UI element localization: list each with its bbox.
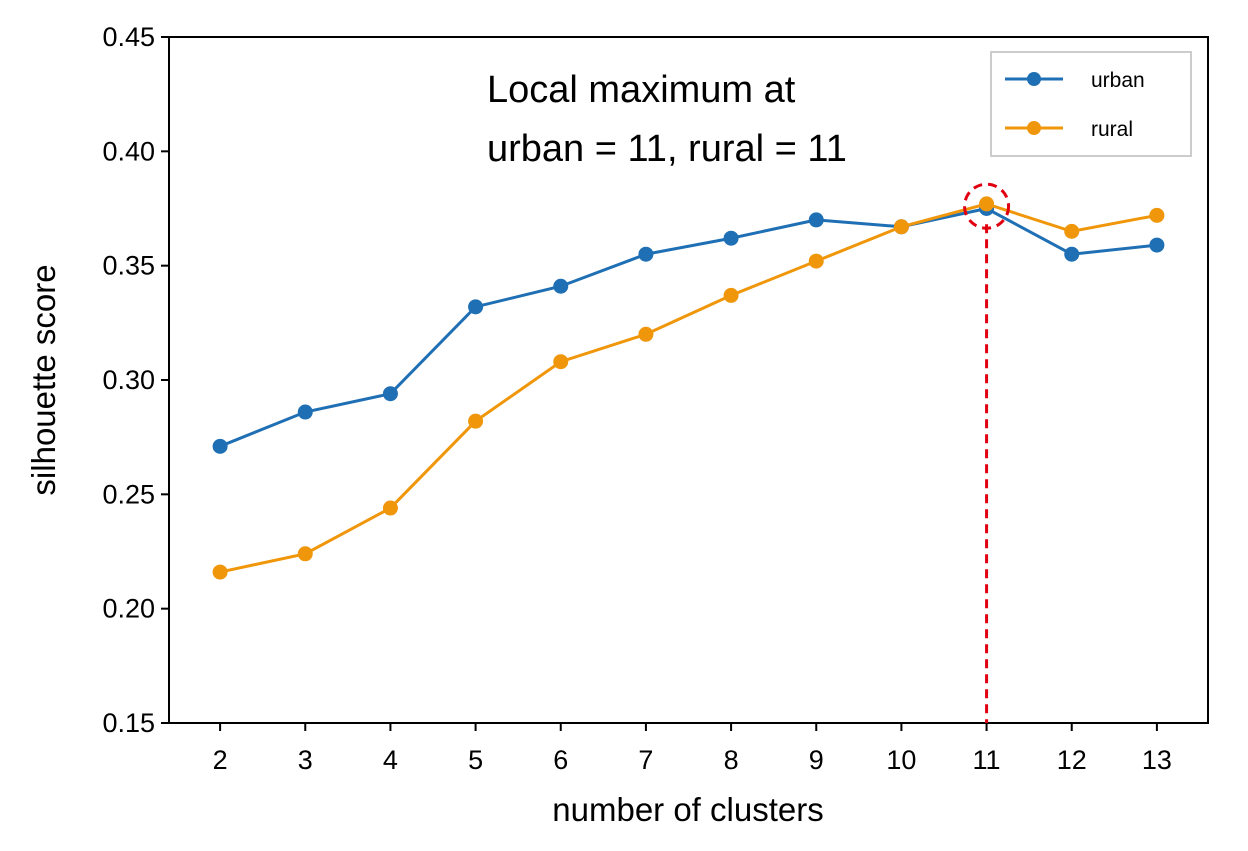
x-tick-label: 4 (383, 745, 398, 775)
series-line-rural (219, 202, 1158, 574)
data-point-rural (893, 219, 909, 235)
legend-urban-marker (1027, 72, 1041, 86)
x-tick-label: 2 (213, 745, 228, 775)
x-tick-label: 13 (1142, 745, 1172, 775)
x-tick-label: 5 (468, 745, 483, 775)
data-point-rural (468, 413, 484, 429)
y-tick-label: 0.40 (102, 136, 155, 166)
data-point-rural (638, 326, 654, 342)
data-point-urban (1149, 237, 1165, 253)
legend-frame (990, 51, 1192, 157)
x-tick-label: 6 (553, 745, 568, 775)
legend-urban-label: urban (1091, 69, 1145, 92)
data-point-rural (382, 500, 398, 516)
y-tick-label: 0.45 (102, 22, 155, 52)
x-tick-label: 3 (298, 745, 313, 775)
data-point-urban (212, 438, 228, 454)
x-axis-label: number of clusters (552, 791, 823, 828)
data-point-urban (468, 299, 484, 315)
data-point-urban (808, 212, 824, 228)
x-tick-label: 10 (886, 745, 916, 775)
data-point-rural (808, 253, 824, 269)
y-tick-label: 0.35 (102, 251, 155, 281)
y-tick-label: 0.25 (102, 479, 155, 509)
data-point-urban (638, 246, 654, 262)
y-axis-label: silhouette score (25, 264, 62, 495)
data-point-urban (1064, 246, 1080, 262)
data-point-rural (1149, 207, 1165, 223)
data-point-urban (553, 278, 569, 294)
y-tick-label: 0.30 (102, 365, 155, 395)
y-tick-label: 0.15 (102, 708, 155, 738)
series-line-urban (219, 206, 1158, 448)
annotation-line-1: Local maximum at (487, 69, 796, 111)
legend-rural-label: rural (1091, 118, 1133, 141)
data-point-rural (1064, 223, 1080, 239)
x-tick-label: 11 (973, 745, 1001, 775)
plot-area: 0.15 0.20 0.25 0.30 0.35 0.40 0.45 2 3 4 5 6 7 8 9 10 11… (102, 22, 1209, 775)
data-point-rural (553, 354, 569, 370)
x-tick-label: 9 (809, 745, 824, 775)
x-tick-label: 7 (638, 745, 653, 775)
data-point-urban (297, 404, 313, 420)
data-point-rural (212, 564, 228, 580)
x-tick-label: 8 (724, 745, 739, 775)
x-tick-label: 12 (1057, 745, 1087, 775)
annotation-group: Local maximum at urban = 11, rural = 11 (487, 69, 847, 170)
y-tick-label: 0.20 (102, 594, 155, 624)
data-point-rural (723, 287, 739, 303)
legend: urban rural (990, 51, 1192, 157)
legend-rural-marker (1027, 121, 1041, 135)
data-point-rural (979, 196, 995, 212)
data-point-urban (723, 230, 739, 246)
annotation-line-2: urban = 11, rural = 11 (487, 128, 847, 170)
data-point-rural (297, 546, 313, 562)
data-point-urban (382, 386, 398, 402)
highlight-circle (963, 182, 1011, 230)
